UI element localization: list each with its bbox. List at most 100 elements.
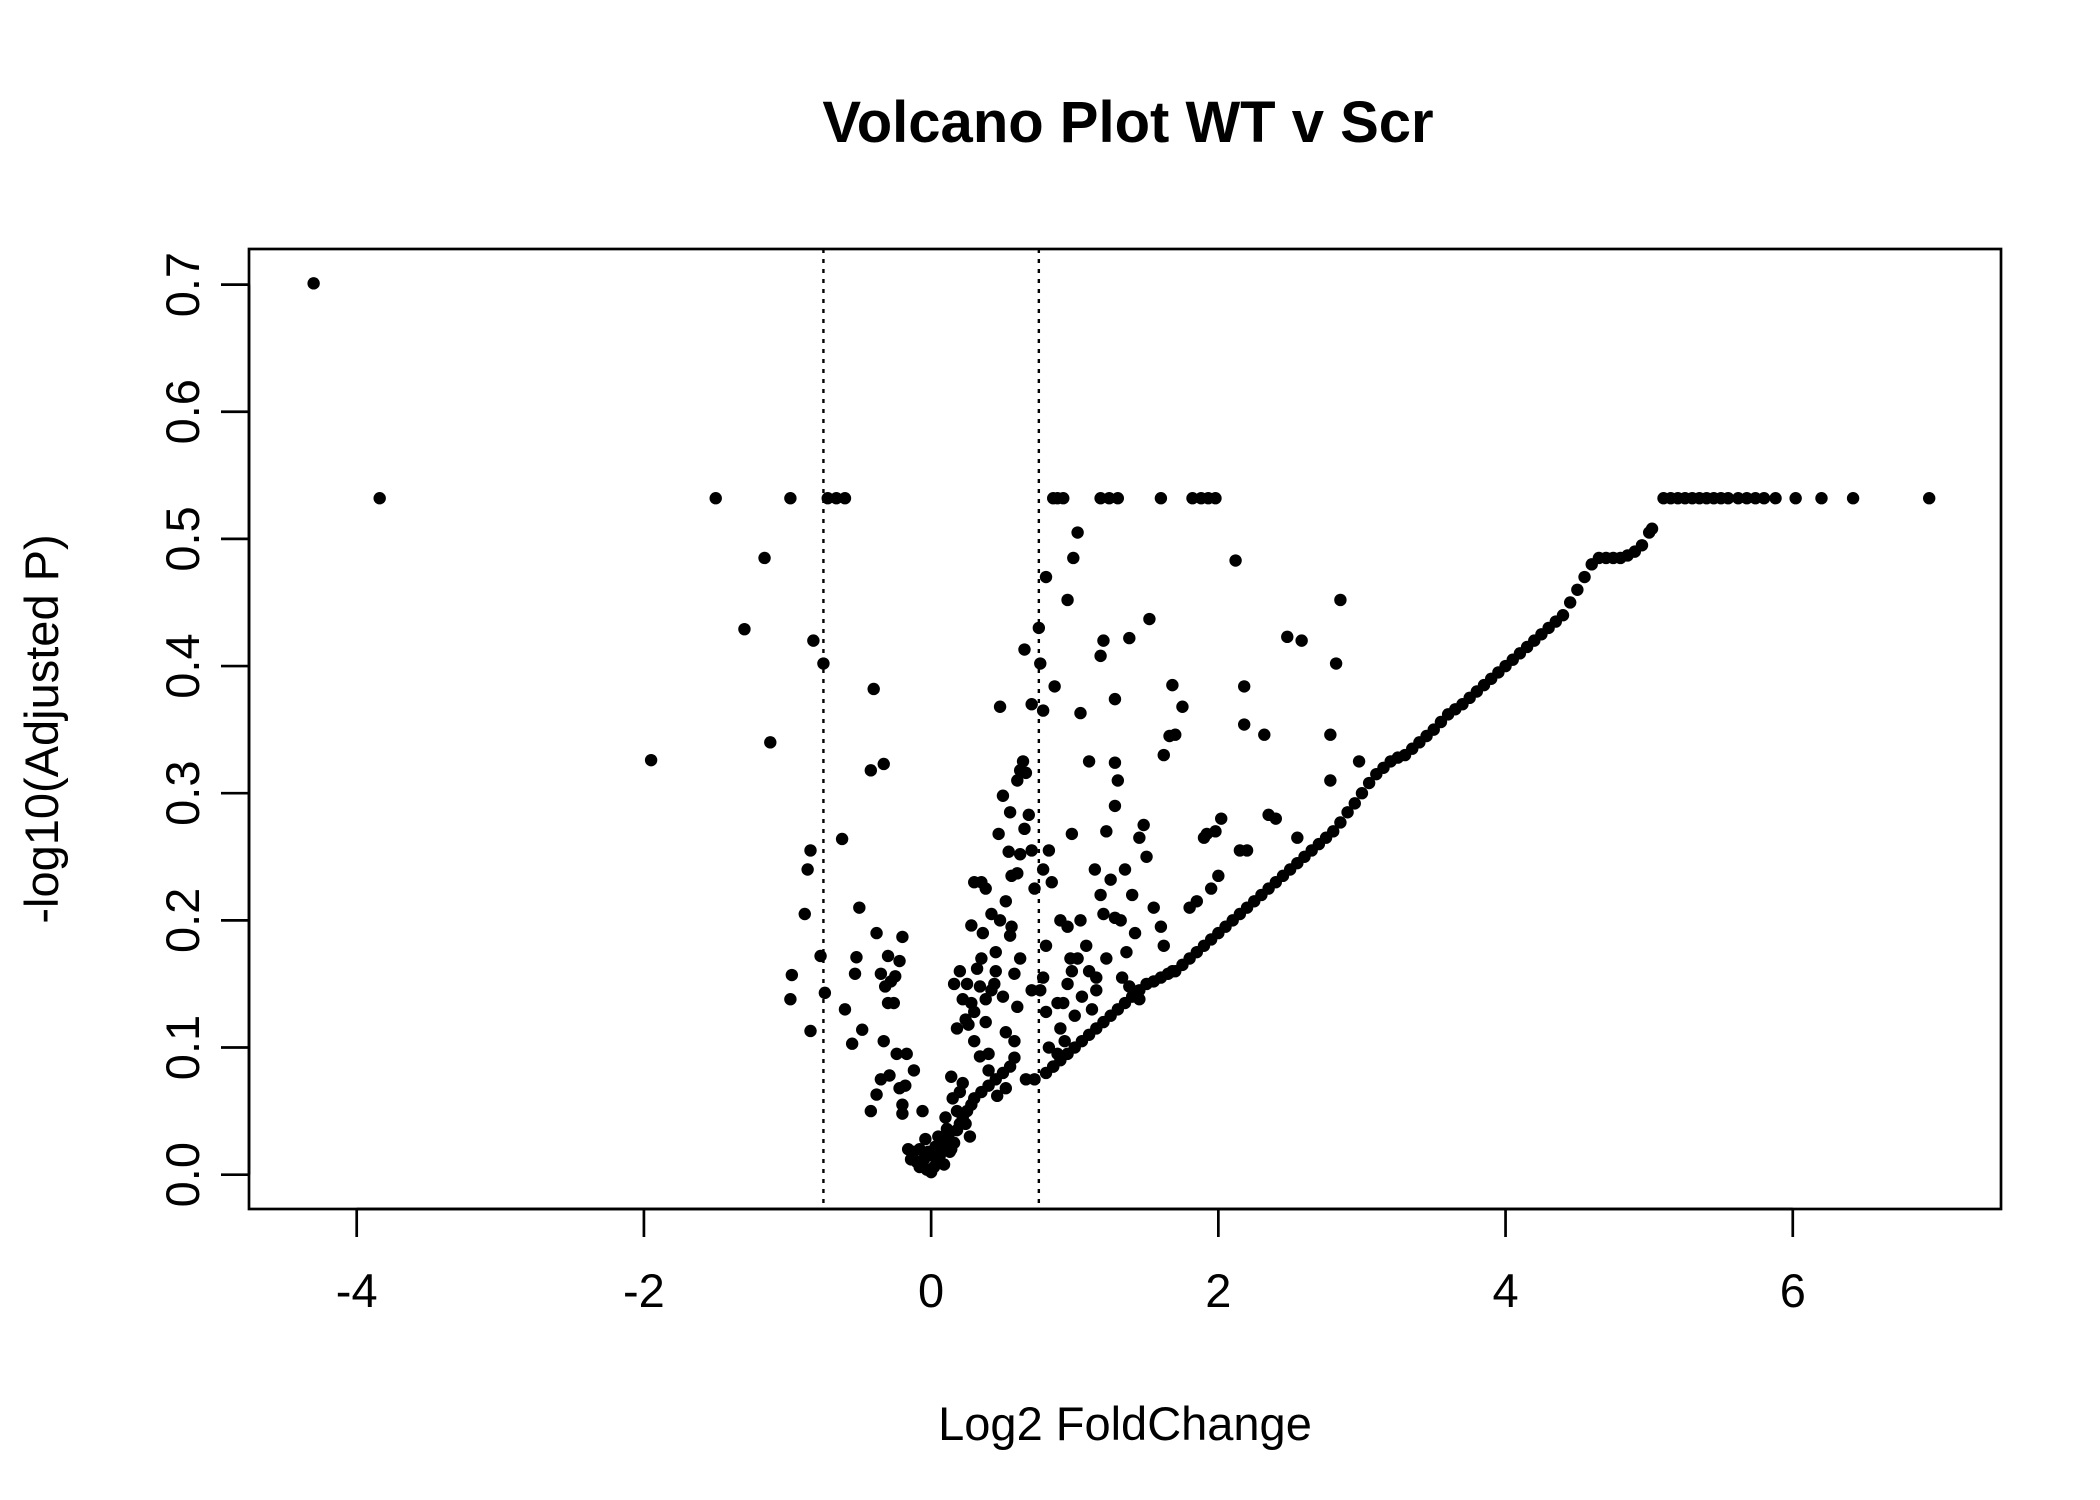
data-point: [1011, 774, 1024, 787]
data-point: [1103, 492, 1116, 505]
data-point: [963, 1130, 977, 1143]
y-tick-label: 0.5: [156, 506, 209, 571]
data-point: [848, 967, 862, 980]
data-point: [1108, 692, 1122, 706]
data-point: [870, 926, 883, 940]
data-point: [1104, 873, 1117, 886]
data-point: [1769, 492, 1782, 505]
data-point: [965, 919, 978, 932]
data-point: [1090, 984, 1103, 997]
data-point: [976, 926, 990, 940]
data-point: [784, 992, 797, 1006]
data-point: [1128, 926, 1142, 940]
data-point: [1034, 657, 1047, 670]
data-point: [1016, 755, 1030, 768]
data-point: [1362, 776, 1376, 790]
data-point: [1025, 698, 1038, 711]
data-point: [1183, 901, 1196, 914]
data-point: [1352, 755, 1366, 768]
data-point: [1097, 907, 1110, 921]
data-point: [864, 1104, 878, 1118]
data-point: [804, 844, 817, 857]
data-point: [881, 949, 895, 963]
data-point: [1324, 728, 1337, 741]
data-point: [1137, 818, 1150, 832]
data-point: [1133, 831, 1146, 844]
data-point: [1108, 756, 1122, 769]
data-point: [1036, 971, 1050, 984]
data-point: [1420, 729, 1433, 743]
data-point: [785, 968, 799, 982]
data-point: [1348, 797, 1361, 810]
data-point: [1190, 945, 1204, 959]
x-tick-label: 6: [1780, 1264, 1806, 1317]
data-point: [1549, 615, 1563, 628]
data-point: [1291, 856, 1304, 870]
data-point: [1922, 492, 1936, 505]
x-tick-label: 4: [1492, 1264, 1518, 1317]
data-point: [979, 882, 992, 895]
data-point: [1075, 990, 1089, 1003]
data-point: [950, 1104, 964, 1118]
data-point: [1008, 1051, 1021, 1064]
data-point: [1125, 888, 1139, 902]
data-point: [1212, 869, 1225, 883]
data-point: [893, 1082, 906, 1095]
data-point: [814, 949, 827, 963]
data-point: [821, 492, 834, 505]
data-point: [999, 1082, 1013, 1095]
data-point: [1645, 522, 1659, 535]
data-point: [1240, 844, 1254, 857]
data-point: [990, 1089, 1004, 1103]
data-point: [804, 1024, 817, 1038]
data-point: [1176, 700, 1189, 713]
data-point: [1291, 831, 1304, 844]
data-point: [1054, 914, 1067, 927]
data-point: [1535, 628, 1548, 641]
data-point: [1039, 1005, 1053, 1019]
data-point: [1039, 570, 1053, 584]
data-point: [758, 551, 771, 565]
data-point: [1019, 1073, 1033, 1086]
data-point: [1732, 492, 1745, 505]
data-point: [1090, 971, 1103, 984]
data-point: [1045, 876, 1058, 889]
data-point: [1115, 971, 1129, 984]
data-point: [1120, 945, 1133, 959]
data-point: [1071, 526, 1084, 539]
data-point: [870, 1088, 883, 1101]
data-point: [1434, 715, 1448, 729]
data-point: [973, 980, 987, 993]
data-point: [709, 492, 722, 505]
data-point: [1571, 583, 1584, 596]
data-point: [1008, 1034, 1021, 1048]
data-point: [1025, 844, 1038, 857]
data-point: [1406, 742, 1419, 755]
data-point: [1065, 965, 1079, 978]
data-point: [845, 1037, 859, 1050]
data-point: [1578, 570, 1591, 584]
data-point: [939, 1111, 952, 1124]
data-point: [890, 1047, 903, 1061]
data-point: [919, 1132, 932, 1146]
data-point: [1074, 706, 1087, 720]
data-point: [1018, 822, 1031, 836]
data-point: [1341, 806, 1354, 819]
data-point: [1036, 863, 1050, 876]
data-point: [1019, 766, 1033, 780]
data-point: [1003, 806, 1017, 819]
data-point: [838, 1003, 852, 1016]
x-tick-label: -4: [336, 1264, 378, 1317]
data-point: [1074, 914, 1087, 927]
data-point: [937, 1158, 951, 1171]
data-point: [1154, 492, 1168, 505]
data-point: [867, 682, 880, 696]
x-tick-label: 0: [918, 1264, 944, 1317]
data-point: [992, 827, 1005, 841]
data-point: [1377, 761, 1390, 774]
data-point: [1018, 643, 1031, 656]
data-point: [913, 1143, 926, 1156]
y-axis: 0.0 0.1 0.2 0.3 0.4 0.5 0.6 0.7: [156, 252, 251, 1207]
data-point: [1100, 952, 1113, 965]
